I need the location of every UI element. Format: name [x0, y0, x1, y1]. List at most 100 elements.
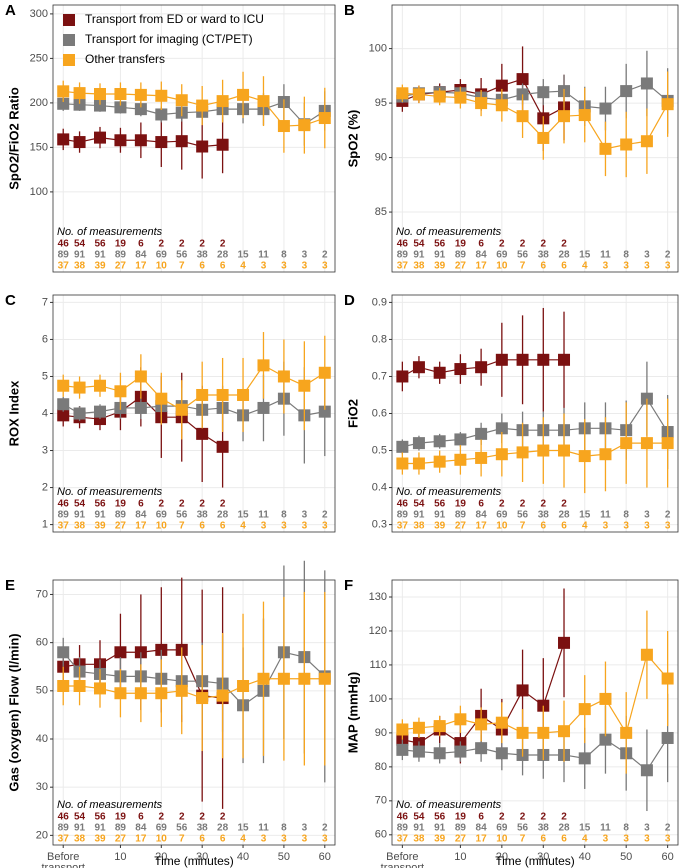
- count: 7: [179, 261, 185, 272]
- point: [57, 398, 70, 411]
- count: 7: [520, 834, 526, 845]
- count: 38: [74, 261, 86, 272]
- y-tick-label: 0.5: [372, 444, 387, 456]
- count: 91: [413, 250, 425, 261]
- count: 3: [322, 834, 328, 845]
- point: [216, 440, 229, 453]
- count: 54: [413, 499, 425, 510]
- count: 4: [582, 521, 588, 532]
- y-tick-label: 100: [30, 186, 48, 198]
- count: 28: [217, 510, 229, 521]
- point: [516, 684, 529, 697]
- count: 91: [434, 250, 446, 261]
- count: 3: [281, 521, 287, 532]
- y-tick-label: 95: [375, 97, 387, 109]
- y-tick-label: 60: [375, 829, 387, 841]
- point: [216, 95, 229, 108]
- point: [237, 680, 250, 692]
- y-tick-label: 1: [42, 519, 48, 531]
- count: 4: [240, 261, 246, 272]
- point: [114, 646, 127, 659]
- point: [318, 366, 331, 379]
- y-tick-label: 250: [30, 52, 48, 64]
- point: [599, 102, 612, 115]
- point: [516, 73, 529, 86]
- y-tick-label: 85: [375, 206, 387, 218]
- count: 84: [135, 823, 147, 834]
- count: 3: [261, 261, 267, 272]
- point: [175, 135, 188, 148]
- point: [114, 134, 127, 147]
- point: [578, 752, 591, 765]
- point: [257, 401, 270, 414]
- x-tick-label: 40: [579, 851, 591, 863]
- counts-title: No. of measurements: [57, 226, 163, 238]
- point: [318, 112, 331, 125]
- point: [155, 136, 168, 149]
- count: 91: [413, 510, 425, 521]
- count: 6: [138, 499, 144, 510]
- count: 6: [541, 521, 547, 532]
- point: [599, 142, 612, 155]
- point: [114, 88, 127, 100]
- count: 38: [197, 823, 209, 834]
- count: 8: [281, 250, 287, 261]
- count: 3: [665, 834, 671, 845]
- count: 2: [179, 239, 185, 250]
- count: 37: [58, 261, 70, 272]
- plot-frame: [52, 4, 336, 273]
- count: 89: [455, 510, 467, 521]
- count: 28: [217, 823, 229, 834]
- point: [599, 448, 612, 461]
- point: [298, 119, 311, 132]
- legend-label: Other transfers: [85, 52, 165, 66]
- plot-frame: [52, 579, 336, 846]
- count: 38: [74, 834, 86, 845]
- count: 2: [561, 499, 567, 510]
- x-tick-label: 60: [319, 851, 331, 863]
- count: 6: [478, 239, 484, 250]
- panel-label: D: [344, 292, 355, 309]
- count: 39: [94, 834, 106, 845]
- y-tick-label: 70: [36, 588, 48, 600]
- count: 3: [665, 261, 671, 272]
- count: 17: [476, 834, 488, 845]
- count: 2: [499, 812, 505, 823]
- y-tick-label: 50: [36, 685, 48, 697]
- count: 91: [74, 823, 86, 834]
- count: 3: [603, 261, 609, 272]
- y-tick-label: 6: [42, 333, 48, 345]
- count: 17: [135, 834, 147, 845]
- count: 10: [496, 521, 508, 532]
- count: 38: [538, 823, 550, 834]
- point: [454, 91, 467, 104]
- plot-frame: [52, 294, 336, 533]
- point: [475, 718, 488, 731]
- point: [134, 134, 147, 147]
- count: 39: [94, 521, 106, 532]
- count: 6: [138, 812, 144, 823]
- point: [454, 713, 467, 726]
- y-axis-label: Gas (oxygen) Flow (l/min): [6, 633, 21, 791]
- count: 2: [541, 812, 547, 823]
- count: 19: [115, 239, 127, 250]
- point: [196, 388, 209, 401]
- count: 56: [434, 239, 446, 250]
- count: 4: [582, 261, 588, 272]
- point: [94, 682, 106, 695]
- y-tick-label: 300: [30, 8, 48, 20]
- count: 15: [237, 250, 249, 261]
- point: [661, 731, 674, 744]
- count: 7: [179, 521, 185, 532]
- count: 28: [217, 250, 229, 261]
- count: 6: [541, 834, 547, 845]
- point: [516, 726, 529, 739]
- count: 17: [135, 261, 147, 272]
- point: [196, 99, 209, 112]
- point: [537, 86, 550, 99]
- point: [277, 672, 290, 685]
- y-tick-label: 2: [42, 481, 48, 493]
- count: 6: [478, 499, 484, 510]
- count: 2: [220, 499, 226, 510]
- point: [57, 680, 70, 692]
